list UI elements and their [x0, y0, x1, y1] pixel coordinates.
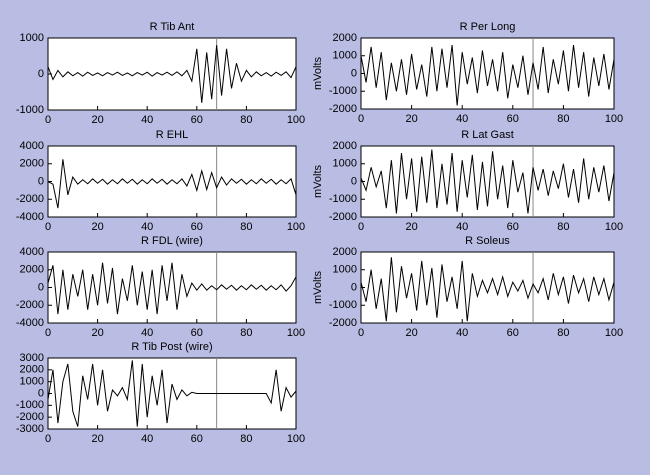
y-tick-label: 4000 [20, 140, 44, 152]
x-tick-label: 100 [287, 221, 305, 233]
x-tick-label: 20 [405, 327, 417, 339]
y-tick-label: 4000 [20, 246, 44, 258]
x-tick-label: 0 [45, 114, 51, 126]
y-tick-label: 1000 [333, 158, 357, 170]
y-tick-label: 0 [351, 281, 357, 293]
signal-line [360, 149, 615, 214]
x-tick-label: 60 [507, 327, 519, 339]
y-tick-label: 0 [351, 67, 357, 79]
x-tick-label: 0 [358, 113, 364, 125]
x-tick-label: 80 [240, 433, 252, 445]
chart-title: R FDL (wire) [141, 235, 203, 247]
x-tick-label: 40 [141, 327, 153, 339]
y-tick-label: 1000 [20, 32, 44, 44]
x-tick-label: 60 [191, 114, 203, 126]
chart-title: R Lat Gast [461, 129, 514, 141]
x-tick-label: 80 [557, 327, 569, 339]
y-tick-label: 2000 [20, 264, 44, 276]
y-tick-label: -1000 [329, 299, 357, 311]
y-tick-label: -1000 [329, 85, 357, 97]
x-tick-label: 100 [605, 221, 623, 233]
x-tick-label: 40 [456, 113, 468, 125]
x-tick-label: 60 [507, 221, 519, 233]
signal-line [47, 360, 297, 427]
x-tick-label: 80 [557, 113, 569, 125]
y-tick-label: -2000 [329, 317, 357, 329]
x-tick-label: 20 [91, 221, 103, 233]
y-tick-label: 2000 [333, 32, 357, 44]
x-tick-label: 60 [191, 221, 203, 233]
y-tick-label: 1000 [333, 264, 357, 276]
x-tick-label: 0 [358, 221, 364, 233]
x-tick-label: 0 [45, 221, 51, 233]
x-tick-label: 0 [45, 433, 51, 445]
y-tick-label: -4000 [16, 211, 44, 223]
signal-line [47, 262, 297, 315]
y-tick-label: 0 [38, 68, 44, 80]
chart-title: R Soleus [465, 235, 510, 247]
x-tick-label: 20 [405, 113, 417, 125]
x-tick-label: 100 [287, 114, 305, 126]
x-tick-label: 60 [191, 433, 203, 445]
y-axis-label: mVolts [312, 164, 324, 198]
x-tick-label: 40 [141, 221, 153, 233]
plot-area [360, 251, 615, 324]
x-tick-label: 80 [240, 221, 252, 233]
chart-title: R EHL [156, 129, 188, 141]
y-tick-label: -3000 [16, 423, 44, 435]
y-tick-label: 3000 [20, 352, 44, 364]
y-tick-label: 1000 [20, 376, 44, 388]
x-tick-label: 20 [91, 327, 103, 339]
y-axis-label: mVolts [312, 270, 324, 304]
y-tick-label: -4000 [16, 317, 44, 329]
chart-title: R Tib Ant [150, 21, 195, 33]
x-tick-label: 40 [456, 327, 468, 339]
x-tick-label: 100 [287, 327, 305, 339]
x-tick-label: 80 [240, 114, 252, 126]
y-tick-label: -2000 [16, 193, 44, 205]
y-tick-label: 0 [351, 175, 357, 187]
x-tick-label: 40 [141, 114, 153, 126]
y-tick-label: 0 [38, 281, 44, 293]
y-tick-label: 1000 [333, 50, 357, 62]
x-tick-label: 60 [191, 327, 203, 339]
x-tick-label: 20 [405, 221, 417, 233]
y-tick-label: 2000 [20, 364, 44, 376]
x-tick-label: 60 [507, 113, 519, 125]
x-tick-label: 80 [557, 221, 569, 233]
x-tick-label: 100 [287, 433, 305, 445]
x-tick-label: 20 [91, 114, 103, 126]
x-tick-label: 0 [358, 327, 364, 339]
x-tick-label: 20 [91, 433, 103, 445]
y-tick-label: -1000 [329, 193, 357, 205]
signal-line [360, 45, 615, 106]
y-tick-label: -2000 [329, 103, 357, 115]
y-tick-label: -2000 [329, 211, 357, 223]
y-tick-label: 2000 [333, 140, 357, 152]
x-tick-label: 80 [240, 327, 252, 339]
y-tick-label: 2000 [333, 246, 357, 258]
y-tick-label: 0 [38, 387, 44, 399]
x-tick-label: 0 [45, 327, 51, 339]
y-tick-label: -1000 [16, 399, 44, 411]
y-tick-label: -1000 [16, 104, 44, 116]
y-tick-label: 0 [38, 175, 44, 187]
signal-line [360, 257, 615, 322]
y-tick-label: -2000 [16, 299, 44, 311]
chart-title: R Tib Post (wire) [131, 341, 212, 353]
x-tick-label: 40 [141, 433, 153, 445]
signal-line [47, 159, 297, 209]
x-tick-label: 100 [605, 327, 623, 339]
signal-line [47, 45, 297, 103]
y-tick-label: -2000 [16, 411, 44, 423]
y-axis-label: mVolts [312, 56, 324, 90]
x-tick-label: 100 [605, 113, 623, 125]
x-tick-label: 40 [456, 221, 468, 233]
y-tick-label: 2000 [20, 158, 44, 170]
chart-title: R Per Long [460, 21, 516, 33]
